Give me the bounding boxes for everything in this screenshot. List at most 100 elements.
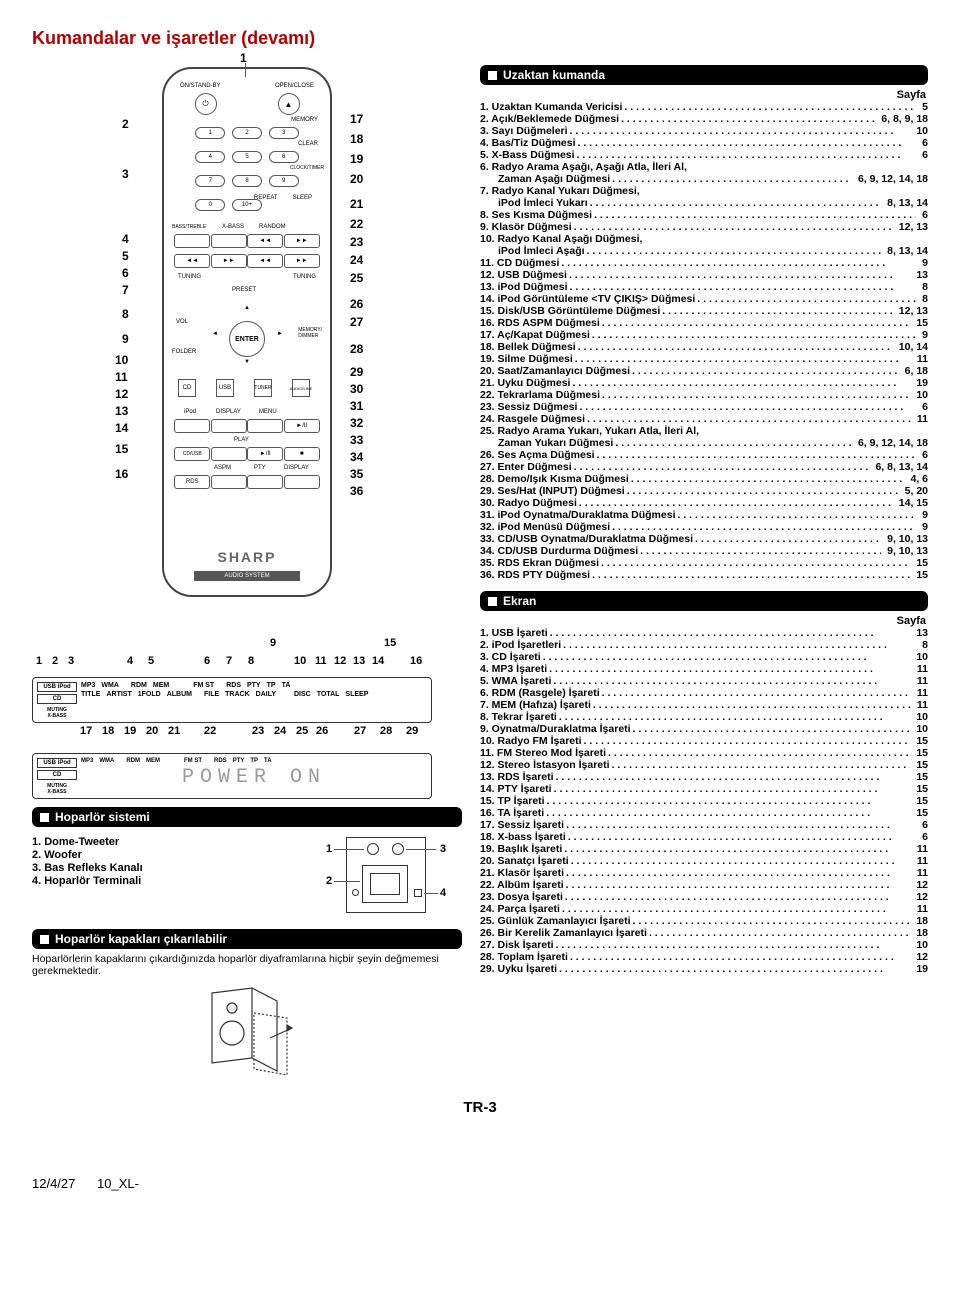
ref-item: 8. Ses Kısma Düğmesi6 (480, 209, 928, 221)
ref-item: 29. Ses/Hat (INPUT) Düğmesi5, 20 (480, 485, 928, 497)
speaker-cover-illustration (192, 983, 302, 1083)
ref-item: 17. Sessiz İşareti6 (480, 819, 928, 831)
ref-item: 21. Klasör İşareti11 (480, 867, 928, 879)
ref-item: 16. TA İşareti15 (480, 807, 928, 819)
ref-item: 10. Radyo FM İşareti15 (480, 735, 928, 747)
remote-body: ON/STAND-BY OPEN/CLOSE ⏻ ▲ MEMORY 1 2 3 … (162, 67, 332, 597)
ref-item: 15. Disk/USB Görüntüleme Düğmesi12, 13 (480, 305, 928, 317)
ref-item: 18. Bellek Düğmesi10, 14 (480, 341, 928, 353)
ref-item: 10. Radyo Kanal Aşağı Düğmesi, (480, 233, 928, 245)
ref-item: 24. Rasgele Düğmesi11 (480, 413, 928, 425)
ref-item: 14. PTY İşareti15 (480, 783, 928, 795)
ref-item: Zaman Aşağı Düğmesi6, 9, 12, 14, 18 (480, 173, 928, 185)
page-label: Sayfa (480, 615, 926, 627)
ref-item: 2. Açık/Beklemede Düğmesi6, 8, 9, 18 (480, 113, 928, 125)
ref-item: 4. Bas/Tiz Düğmesi6 (480, 137, 928, 149)
display-callouts: 9 15 1 2 3 4 5 6 7 8 10 11 12 13 14 16 (32, 637, 462, 743)
ref-item: 23. Dosya İşareti12 (480, 891, 928, 903)
ref-item: 22. Albüm İşareti12 (480, 879, 928, 891)
ref-item: 22. Tekrarlama Düğmesi10 (480, 389, 928, 401)
ref-item: 27. Disk İşareti10 (480, 939, 928, 951)
ref-item: 18. X-bass İşareti6 (480, 831, 928, 843)
ref-item: 8. Tekrar İşareti10 (480, 711, 928, 723)
ref-item: 23. Sessiz Düğmesi6 (480, 401, 928, 413)
page-title: Kumandalar ve işaretler (devamı) (32, 28, 928, 49)
ref-item: 35. RDS Ekran Düğmesi15 (480, 557, 928, 569)
ref-item: 6. RDM (Rasgele) İşareti11 (480, 687, 928, 699)
ref-item: 25. Günlük Zamanlayıcı İşareti18 (480, 915, 928, 927)
ref-item: 17. Aç/Kapat Düğmesi9 (480, 329, 928, 341)
ref-item: 20. Saat/Zamanlayıcı Düğmesi6, 18 (480, 365, 928, 377)
ref-item: 7. MEM (Hafıza) İşareti11 (480, 699, 928, 711)
ref-item: 2. iPod İşaretleri8 (480, 639, 928, 651)
ref-item: 34. CD/USB Durdurma Düğmesi9, 10, 13 (480, 545, 928, 557)
footer: 12/4/27 10_XL- (32, 1176, 928, 1191)
remote-ref-list: 1. Uzaktan Kumanda Vericisi52. Açık/Bekl… (480, 101, 928, 581)
square-icon (40, 935, 49, 944)
ref-item: 16. RDS ASPM Düğmesi15 (480, 317, 928, 329)
ref-item: 5. WMA İşareti11 (480, 675, 928, 687)
ref-item: iPod İmleci Yukarı8, 13, 14 (480, 197, 928, 209)
ref-item: Zaman Yukarı Düğmesi6, 9, 12, 14, 18 (480, 437, 928, 449)
ref-item: 12. Stereo İstasyon İşareti15 (480, 759, 928, 771)
covers-note: Hoparlörlerin kapaklarını çıkardığınızda… (32, 953, 462, 977)
square-icon (488, 597, 497, 606)
speaker-section-bar: Hoparlör sistemi (32, 807, 462, 827)
ref-item: 13. iPod Düğmesi8 (480, 281, 928, 293)
ekran-ref-list: 1. USB İşareti132. iPod İşaretleri83. CD… (480, 627, 928, 975)
ref-item: 5. X-Bass Düğmesi6 (480, 149, 928, 161)
covers-section-bar: Hoparlör kapakları çıkarılabilir (32, 929, 462, 949)
ref-item: 33. CD/USB Oynatma/Duraklatma Düğmesi9, … (480, 533, 928, 545)
right-column: Uzaktan kumanda Sayfa 1. Uzaktan Kumanda… (480, 57, 928, 1083)
speaker-item: 3. Bas Refleks Kanalı (32, 862, 143, 874)
ref-item: 19. Silme Düğmesi11 (480, 353, 928, 365)
ref-item: 4. MP3 İşareti11 (480, 663, 928, 675)
ref-item: 29. Uyku İşareti19 (480, 963, 928, 975)
speaker-diagram: 1 2 3 4 (312, 831, 462, 921)
ref-item: 1. USB İşareti13 (480, 627, 928, 639)
speaker-item: 1. Dome-Tweeter (32, 836, 143, 848)
ref-item: 27. Enter Düğmesi6, 8, 13, 14 (480, 461, 928, 473)
ref-item: iPod İmleci Aşağı8, 13, 14 (480, 245, 928, 257)
ref-item: 31. iPod Oynatma/Duraklatma Düğmesi9 (480, 509, 928, 521)
ref-item: 9. Oynatma/Duraklatma İşareti10 (480, 723, 928, 735)
left-column: 1 2 3 4 5 6 7 8 9 10 11 12 13 14 15 16 1… (32, 57, 462, 1083)
ref-item: 28. Toplam İşareti12 (480, 951, 928, 963)
ref-item: 3. CD İşareti10 (480, 651, 928, 663)
ref-item: 19. Başlık İşareti11 (480, 843, 928, 855)
ref-item: 9. Klasör Düğmesi12, 13 (480, 221, 928, 233)
ref-item: 7. Radyo Kanal Yukarı Düğmesi, (480, 185, 928, 197)
ref-item: 3. Sayı Düğmeleri10 (480, 125, 928, 137)
ref-item: 11. CD Düğmesi9 (480, 257, 928, 269)
ref-item: 11. FM Stereo Mod İşareti15 (480, 747, 928, 759)
ref-item: 6. Radyo Arama Aşağı, Aşağı Atla, İleri … (480, 161, 928, 173)
speaker-item: 2. Woofer (32, 849, 143, 861)
ref-item: 20. Sanatçı İşareti11 (480, 855, 928, 867)
ref-item: 36. RDS PTY Düğmesi15 (480, 569, 928, 581)
ref-item: 15. TP İşareti15 (480, 795, 928, 807)
ref-item: 26. Ses Açma Düğmesi6 (480, 449, 928, 461)
ref-item: 1. Uzaktan Kumanda Vericisi5 (480, 101, 928, 113)
display-strip-1: USB iPod CD MUTINGX-BASS MP3WMARDMMEMFM … (32, 677, 432, 723)
speaker-item: 4. Hoparlör Terminali (32, 875, 143, 887)
ekran-section-bar: Ekran (480, 591, 928, 611)
square-icon (488, 71, 497, 80)
ref-item: 25. Radyo Arama Yukarı, Yukarı Atla, İle… (480, 425, 928, 437)
speaker-list: 1. Dome-Tweeter2. Woofer3. Bas Refleks K… (32, 835, 143, 921)
ref-item: 26. Bir Kerelik Zamanlayıcı İşareti18 (480, 927, 928, 939)
ref-item: 32. iPod Menüsü Düğmesi9 (480, 521, 928, 533)
ref-item: 24. Parça İşareti11 (480, 903, 928, 915)
remote-section-bar: Uzaktan kumanda (480, 65, 928, 85)
ref-item: 21. Uyku Düğmesi19 (480, 377, 928, 389)
remote-diagram: 1 2 3 4 5 6 7 8 9 10 11 12 13 14 15 16 1… (32, 57, 462, 637)
ref-item: 28. Demo/Işık Kısma Düğmesi4, 6 (480, 473, 928, 485)
page-label: Sayfa (480, 89, 926, 101)
ref-item: 14. iPod Görüntüleme <TV ÇIKIŞ> Düğmesi8 (480, 293, 928, 305)
ref-item: 30. Radyo Düğmesi14, 15 (480, 497, 928, 509)
page-number: TR-3 (32, 1099, 928, 1116)
square-icon (40, 813, 49, 822)
display-strip-2: USB iPod CD MUTINGX-BASS MP3WMARDMMEMFM … (32, 753, 432, 799)
lcd-text: POWER ON (81, 764, 427, 789)
ref-item: 12. USB Düğmesi13 (480, 269, 928, 281)
ref-item: 13. RDS İşareti15 (480, 771, 928, 783)
